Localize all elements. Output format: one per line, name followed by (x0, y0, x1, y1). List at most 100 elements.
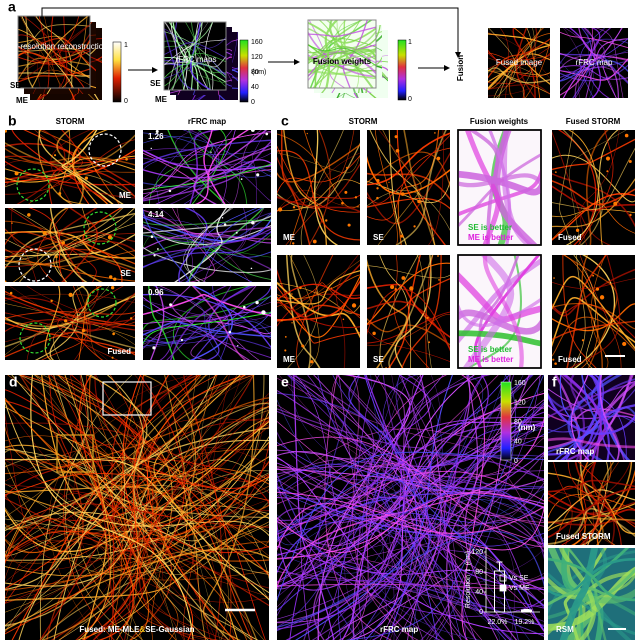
filament (277, 480, 544, 617)
filament (277, 152, 360, 174)
filament (367, 265, 450, 279)
filament (590, 255, 609, 368)
filament (5, 231, 135, 273)
filament (591, 548, 632, 640)
fused-text: Fused (558, 355, 582, 364)
se-better-text: SE is better (468, 345, 512, 354)
spot (552, 358, 555, 361)
filament (11, 130, 114, 204)
tick-label-text: 0 (514, 458, 518, 465)
spot (291, 293, 293, 295)
filament (5, 459, 269, 626)
filament (552, 303, 635, 339)
filament (318, 20, 361, 88)
filament (277, 179, 360, 212)
filament (39, 375, 218, 640)
filament (5, 422, 269, 512)
filament (559, 130, 574, 245)
filament (5, 461, 269, 576)
filament (458, 297, 541, 328)
spot (85, 330, 87, 332)
filament (182, 130, 217, 204)
spot (150, 147, 152, 150)
tick-label-text: 160 (251, 39, 263, 46)
filament (174, 130, 231, 204)
microscopy-image (143, 286, 271, 360)
filament (164, 38, 226, 66)
arrow-head (294, 59, 300, 65)
spot (438, 279, 440, 281)
spot (553, 277, 555, 279)
spot (376, 178, 380, 183)
filament (311, 375, 428, 640)
filament (574, 462, 601, 545)
filament (277, 280, 360, 321)
filament (331, 375, 483, 640)
spot (152, 346, 156, 350)
rfrc-maps-text: rFRC maps (176, 55, 217, 64)
roi-circle (87, 288, 117, 318)
spot (153, 254, 156, 257)
spot (357, 206, 359, 208)
filament (5, 446, 269, 562)
filament (18, 24, 90, 76)
filament (50, 16, 85, 88)
spot (110, 286, 115, 290)
filament (416, 255, 432, 368)
filament (78, 286, 103, 360)
filament (595, 28, 624, 98)
filament (548, 503, 635, 532)
microscopy-image (488, 28, 550, 98)
microscopy-image (5, 375, 269, 640)
filament (294, 375, 441, 640)
filament (488, 67, 550, 84)
roi-box (102, 381, 152, 416)
filament (560, 462, 596, 545)
spot (180, 338, 184, 342)
spot (50, 154, 53, 157)
microscopy-image (143, 208, 271, 282)
spot (242, 305, 246, 309)
filament (548, 404, 635, 456)
spot (54, 154, 57, 157)
se-text: SE (373, 355, 384, 364)
spot (341, 201, 344, 205)
filament (143, 321, 271, 343)
filament (18, 375, 144, 640)
spot (108, 275, 113, 279)
filament (566, 255, 607, 368)
filament (5, 425, 269, 536)
filament (563, 28, 593, 98)
filament (164, 53, 226, 87)
filament (277, 270, 360, 305)
filament (458, 330, 541, 347)
filament (367, 151, 450, 189)
spot (368, 268, 371, 271)
tick-label-text: 40 (514, 438, 522, 445)
filament (552, 177, 635, 228)
filament (394, 255, 432, 368)
spot (221, 217, 224, 219)
filament (402, 375, 510, 640)
filament (548, 550, 635, 616)
filament (5, 399, 269, 538)
filament (38, 16, 50, 88)
filament (277, 533, 544, 582)
arrow-head (455, 52, 461, 58)
filament (169, 22, 197, 90)
filament (291, 375, 419, 640)
filament (488, 60, 550, 85)
microscopy-image (367, 255, 450, 368)
filament (164, 26, 198, 90)
filament (569, 375, 586, 460)
filament (143, 224, 271, 246)
filament (579, 255, 622, 368)
filament (308, 130, 331, 245)
rfrc-map-text: rFRC map (188, 117, 226, 126)
filament (563, 375, 602, 460)
filament (560, 55, 628, 96)
filament (193, 130, 268, 204)
filament (108, 375, 228, 640)
filament (367, 148, 450, 221)
filament (53, 208, 135, 282)
